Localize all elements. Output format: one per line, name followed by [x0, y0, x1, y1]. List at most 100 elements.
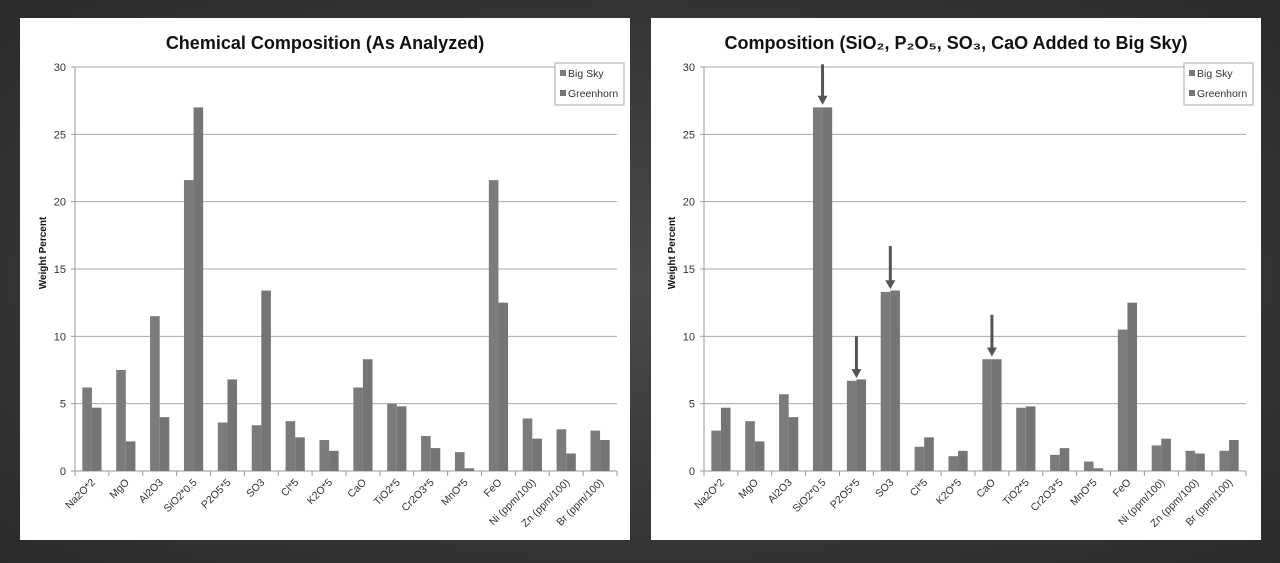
bar-greenhorn [1229, 440, 1239, 471]
bar-big-sky [251, 425, 262, 471]
y-tick-label: 5 [60, 399, 66, 411]
arrow-down-icon [851, 369, 862, 379]
bar-greenhorn [1195, 453, 1205, 471]
bar-greenhorn [193, 107, 204, 472]
bar-greenhorn [1059, 448, 1070, 471]
x-tick-label: TiO2*5 [1001, 477, 1032, 508]
bar-big-sky [1016, 407, 1026, 471]
bar-big-sky [846, 380, 857, 471]
x-tick-label: Na2O*2 [63, 477, 98, 512]
x-tick-label: SO3 [873, 477, 896, 500]
bar-greenhorn [720, 407, 731, 471]
bar-big-sky [150, 316, 160, 471]
bar-greenhorn [856, 379, 867, 471]
bar-greenhorn [890, 290, 900, 471]
x-tick-label: Na2O*2 [692, 477, 727, 512]
x-tick-label: SO3 [244, 477, 267, 500]
y-tick-label: 20 [683, 197, 695, 209]
bar-big-sky [1083, 461, 1094, 471]
bar-big-sky [183, 180, 194, 471]
y-tick-label: 0 [689, 466, 695, 478]
bar-greenhorn [430, 448, 441, 471]
x-tick-label: MgO [736, 477, 761, 502]
x-tick-label: MgO [107, 477, 132, 502]
x-tick-label: CaO [974, 477, 998, 501]
y-tick-label: 0 [60, 466, 66, 478]
bar-greenhorn [295, 437, 305, 471]
bar-greenhorn [396, 406, 407, 471]
x-tick-label: MnO*5 [1068, 477, 1100, 509]
y-tick-label: 20 [54, 197, 66, 209]
bar-big-sky [1050, 454, 1060, 471]
arrow-down-icon [817, 95, 828, 105]
x-tick-label: K2O*5 [934, 477, 964, 507]
x-tick-label: Cr2O3*5 [1028, 477, 1065, 514]
bar-big-sky [421, 435, 431, 471]
bar-big-sky [82, 387, 92, 471]
legend-swatch [1189, 90, 1195, 96]
y-tick-label: 15 [54, 264, 66, 276]
bar-greenhorn [125, 441, 136, 471]
bar-greenhorn [958, 450, 968, 471]
bar-big-sky [779, 394, 789, 471]
legend-label: Greenhorn [568, 88, 618, 100]
x-tick-label: CaO [345, 477, 369, 501]
x-tick-label: SiO2*0.5 [161, 477, 199, 515]
legend-swatch [1189, 70, 1195, 76]
y-axis-label: Weight Percent [667, 216, 678, 289]
y-tick-label: 15 [683, 264, 695, 276]
bar-greenhorn [788, 417, 799, 471]
bar-greenhorn [1127, 302, 1138, 471]
chart-added-to-big-sky: Composition (SiO₂, P₂O₅, SO₃, CaO Added … [667, 33, 1254, 530]
x-tick-label: SiO2*0.5 [790, 477, 828, 515]
bar-greenhorn [329, 450, 339, 471]
chart-as-analyzed: Chemical Composition (As Analyzed) Weigh… [38, 33, 625, 530]
bar-big-sky [488, 180, 499, 471]
bar-big-sky [948, 456, 959, 471]
bar-big-sky [217, 422, 228, 471]
y-tick-label: 10 [683, 331, 695, 343]
bar-greenhorn [1025, 406, 1036, 471]
bar-greenhorn [822, 107, 833, 472]
bar-greenhorn [362, 359, 373, 471]
bar-greenhorn [532, 438, 542, 471]
y-tick-label: 5 [689, 399, 695, 411]
bar-greenhorn [159, 417, 170, 471]
bar-big-sky [1151, 445, 1162, 471]
bar-greenhorn [91, 407, 102, 471]
y-tick-label: 25 [54, 129, 66, 141]
bar-big-sky [711, 430, 721, 471]
legend-label: Big Sky [568, 68, 604, 80]
x-tick-label: K2O*5 [305, 477, 335, 507]
legend-swatch [560, 70, 566, 76]
bar-greenhorn [566, 453, 576, 471]
bar-big-sky [812, 107, 823, 472]
x-tick-label: Cr2O3*5 [399, 477, 436, 514]
bar-big-sky [880, 291, 891, 471]
bar-greenhorn [1093, 468, 1104, 471]
legend [1183, 62, 1254, 106]
chart-panel-as-analyzed: Chemical Composition (As Analyzed) Weigh… [20, 18, 630, 540]
y-tick-label: 30 [54, 62, 66, 74]
x-tick-label: Cl*5 [908, 477, 931, 500]
bar-big-sky [454, 452, 465, 471]
bar-big-sky [1185, 450, 1196, 471]
bar-big-sky [556, 429, 567, 471]
chart-title: Chemical Composition (As Analyzed) [166, 33, 484, 53]
bar-big-sky [116, 370, 126, 471]
x-tick-label: MnO*5 [439, 477, 471, 509]
bar-greenhorn [754, 441, 765, 471]
x-tick-label: P2O5*5 [199, 477, 234, 512]
y-tick-label: 25 [683, 129, 695, 141]
bar-big-sky [353, 387, 363, 471]
y-tick-label: 30 [683, 62, 695, 74]
y-tick-label: 10 [54, 331, 66, 343]
x-tick-label: FeO [482, 477, 505, 500]
legend [554, 62, 625, 106]
bar-greenhorn [1161, 438, 1171, 471]
bar-big-sky [285, 421, 296, 471]
bar-greenhorn [464, 468, 475, 471]
bar-greenhorn [600, 440, 610, 471]
x-tick-label: TiO2*5 [372, 477, 403, 508]
chart-title: Composition (SiO₂, P₂O₅, SO₃, CaO Added … [725, 33, 1188, 53]
